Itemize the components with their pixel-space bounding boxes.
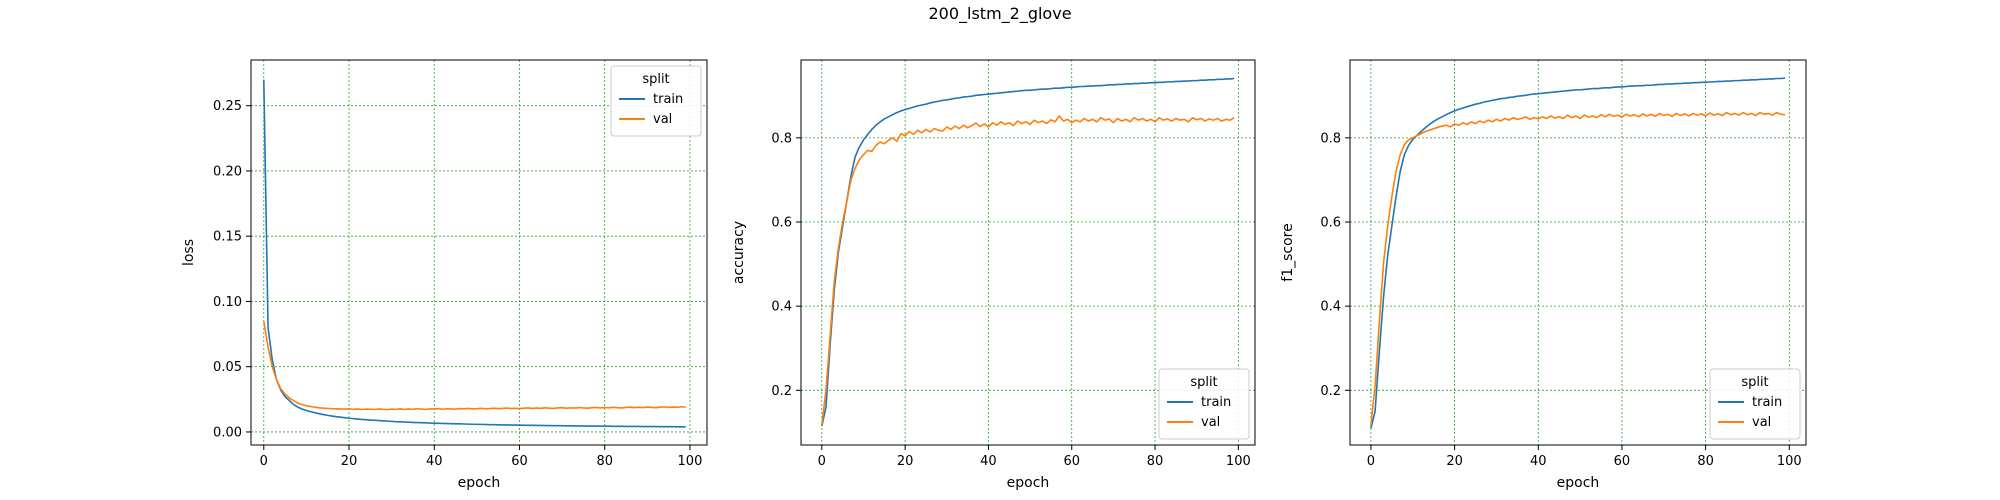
y-axis-label: loss [181, 239, 197, 266]
x-tick-label: 80 [596, 454, 613, 469]
x-tick-label: 40 [980, 454, 997, 469]
y-tick-label: 0.4 [1320, 300, 1341, 315]
series-line-train [1370, 77, 1786, 429]
x-tick-label: 40 [426, 454, 443, 469]
legend-label-val: val [653, 112, 672, 127]
legend-label-val: val [1201, 415, 1220, 430]
y-axis-label: accuracy [731, 221, 747, 284]
series-line-val [263, 320, 686, 411]
y-tick-label: 0.05 [213, 360, 242, 375]
chart-panel-accuracy: 0 20 40 60 80 100 0.2 0.4 0.6 0.8 epoch accuracy spl… [731, 59, 1256, 491]
series-line-train [262, 79, 686, 428]
plot-frame [250, 59, 708, 446]
legend-title: split [1190, 375, 1217, 390]
y-tick-label: 0.10 [213, 295, 242, 310]
y-tick-label: 0.6 [771, 215, 792, 230]
y-tick-label: 0.15 [213, 230, 242, 245]
y-tick-label: 0.4 [771, 300, 792, 315]
x-tick-label: 100 [1226, 454, 1251, 469]
x-tick-label: 60 [1614, 454, 1631, 469]
legend-label-train: train [653, 92, 683, 107]
x-tick-label: 60 [511, 454, 528, 469]
chart-panel-f1_score: 0 20 40 60 80 100 0.2 0.4 0.6 0.8 epoch f1_scorespl… [1280, 59, 1807, 491]
series-line-train [821, 77, 1235, 427]
x-tick-label: 100 [678, 454, 703, 469]
legend-label-val: val [1752, 415, 1771, 430]
legend: split train val [1158, 368, 1250, 440]
plot-frame [800, 59, 1256, 446]
y-tick-label: 0.2 [1320, 384, 1341, 399]
y-tick-label: 0.8 [1320, 131, 1341, 146]
x-tick-label: 40 [1530, 454, 1547, 469]
legend-label-train: train [1752, 395, 1782, 410]
legend: split train val [1709, 368, 1801, 440]
chart-panel-loss: 0 20 40 60 80 100 0.00 0.05 0.10 0.15 0.20 0.25 epoc… [181, 59, 708, 491]
x-tick-label: 60 [1063, 454, 1080, 469]
series-line-val [821, 115, 1235, 425]
x-tick-label: 0 [1367, 454, 1375, 469]
y-tick-label: 0.20 [213, 164, 242, 179]
x-tick-label: 20 [1446, 454, 1463, 469]
x-axis-label: epoch [1007, 475, 1050, 491]
x-tick-label: 20 [897, 454, 914, 469]
x-tick-label: 20 [341, 454, 358, 469]
y-tick-label: 0.6 [1320, 215, 1341, 230]
x-tick-label: 80 [1697, 454, 1714, 469]
figure-title: 200_lstm_2_glove [928, 4, 1072, 23]
x-tick-label: 80 [1147, 454, 1164, 469]
legend-label-train: train [1201, 395, 1231, 410]
x-axis-label: epoch [1557, 475, 1600, 491]
legend: split train val [610, 65, 702, 137]
x-tick-label: 0 [260, 454, 268, 469]
y-tick-label: 0.8 [771, 131, 792, 146]
y-tick-label: 0.2 [771, 384, 792, 399]
x-tick-label: 0 [818, 454, 826, 469]
y-axis-label: f1_score [1280, 223, 1296, 281]
x-axis-label: epoch [458, 475, 501, 491]
series-line-val [1370, 111, 1786, 425]
legend-title: split [642, 72, 669, 87]
y-tick-label: 0.25 [213, 99, 242, 114]
y-tick-label: 0.00 [213, 425, 242, 440]
x-tick-label: 100 [1777, 454, 1802, 469]
legend-title: split [1741, 375, 1768, 390]
plot-frame [1349, 59, 1807, 446]
